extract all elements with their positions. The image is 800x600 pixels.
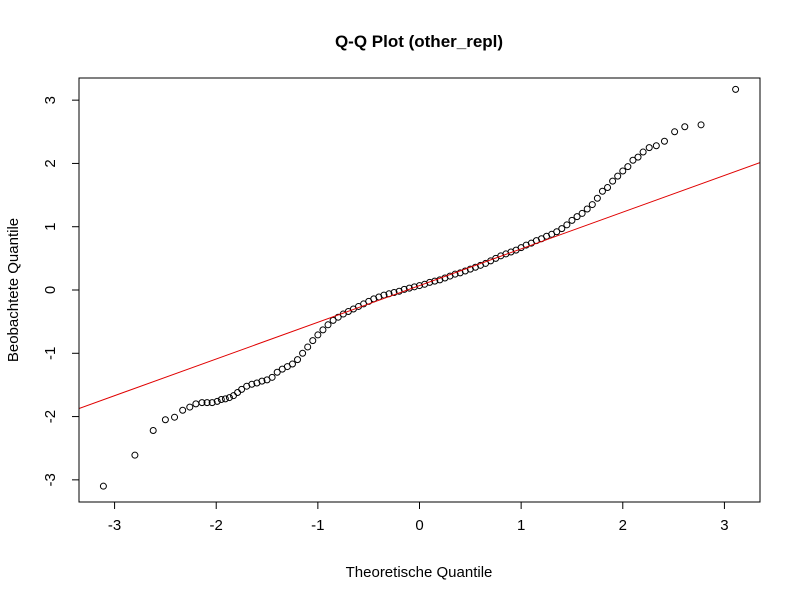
data-point-29 xyxy=(299,349,307,357)
data-point-52 xyxy=(416,282,423,290)
data-point-83 xyxy=(573,213,581,221)
data-point-90 xyxy=(609,177,617,185)
data-point-102 xyxy=(697,121,705,129)
x-tick-label-2: -1 xyxy=(311,517,324,534)
data-point-16 xyxy=(234,389,242,397)
data-point-94 xyxy=(629,156,637,164)
data-point-8 xyxy=(198,399,206,407)
data-point-86 xyxy=(588,201,596,209)
y-axis: -3 -2 -1 0 1 2 3 xyxy=(42,96,79,487)
data-point-6 xyxy=(186,403,194,411)
data-point-12 xyxy=(217,395,225,403)
reference-line xyxy=(79,162,760,410)
data-point-91 xyxy=(614,172,622,180)
data-point-14 xyxy=(225,394,233,402)
data-point-21 xyxy=(258,377,266,385)
data-point-17 xyxy=(238,385,246,393)
data-point-87 xyxy=(593,194,601,202)
data-point-98 xyxy=(652,142,660,150)
data-point-85 xyxy=(583,205,591,213)
y-tick-label-4: 1 xyxy=(42,223,59,231)
data-point-23 xyxy=(268,373,276,381)
y-tick-label-0: -3 xyxy=(42,473,59,486)
data-point-79 xyxy=(553,228,561,236)
data-point-27 xyxy=(288,360,296,368)
y-tick-label-6: 3 xyxy=(42,96,59,104)
data-point-1 xyxy=(131,451,139,459)
x-tick-label-6: 3 xyxy=(720,517,728,534)
data-point-33 xyxy=(319,326,327,334)
data-point-81 xyxy=(563,221,571,229)
data-point-32 xyxy=(314,331,322,339)
y-tick-label-3: 0 xyxy=(42,286,59,294)
x-axis-label: Theoretische Quantile xyxy=(346,564,493,581)
data-point-54 xyxy=(426,278,434,286)
data-point-3 xyxy=(161,416,169,424)
data-point-19 xyxy=(248,380,256,388)
data-point-47 xyxy=(390,289,398,297)
x-tick-label-0: -3 xyxy=(108,517,121,534)
data-point-100 xyxy=(671,128,679,136)
data-point-84 xyxy=(578,209,586,217)
chart-title: Q-Q Plot (other_repl) xyxy=(335,32,503,51)
plot-frame xyxy=(78,77,761,503)
x-tick-label-3: 0 xyxy=(415,517,423,534)
data-point-99 xyxy=(660,137,668,145)
data-point-34 xyxy=(324,321,332,329)
data-point-80 xyxy=(558,225,566,233)
points-layer xyxy=(79,85,760,490)
data-point-82 xyxy=(568,216,576,224)
data-point-92 xyxy=(619,167,627,175)
x-axis: -3 -2 -1 0 1 2 3 xyxy=(108,502,729,534)
x-tick-label-5: 2 xyxy=(619,517,627,534)
data-point-4 xyxy=(171,413,179,421)
data-point-96 xyxy=(639,148,647,156)
data-point-36 xyxy=(334,313,342,321)
x-tick-label-4: 1 xyxy=(517,517,525,534)
x-tick-label-1: -2 xyxy=(210,517,223,534)
data-point-5 xyxy=(179,406,187,414)
data-point-49 xyxy=(400,285,408,293)
data-point-2 xyxy=(149,426,157,434)
data-point-7 xyxy=(192,400,200,408)
data-point-10 xyxy=(208,399,216,407)
data-point-103 xyxy=(732,85,740,93)
data-point-28 xyxy=(294,356,302,364)
data-point-9 xyxy=(203,399,211,407)
data-point-93 xyxy=(624,163,632,171)
data-point-11 xyxy=(213,397,221,405)
data-point-0 xyxy=(99,482,107,490)
data-point-24 xyxy=(273,368,281,376)
data-point-88 xyxy=(598,187,606,195)
data-point-89 xyxy=(604,183,612,191)
data-point-30 xyxy=(304,343,312,351)
y-tick-label-2: -1 xyxy=(42,347,59,360)
data-point-97 xyxy=(645,144,653,152)
y-axis-label: Beobachtete Quantile xyxy=(5,218,22,362)
y-tick-label-5: 2 xyxy=(42,159,59,167)
data-point-31 xyxy=(309,337,317,345)
data-point-95 xyxy=(634,153,642,161)
data-point-13 xyxy=(221,395,229,403)
data-point-101 xyxy=(681,123,689,131)
data-point-35 xyxy=(329,316,337,324)
y-tick-label-1: -2 xyxy=(42,410,59,423)
